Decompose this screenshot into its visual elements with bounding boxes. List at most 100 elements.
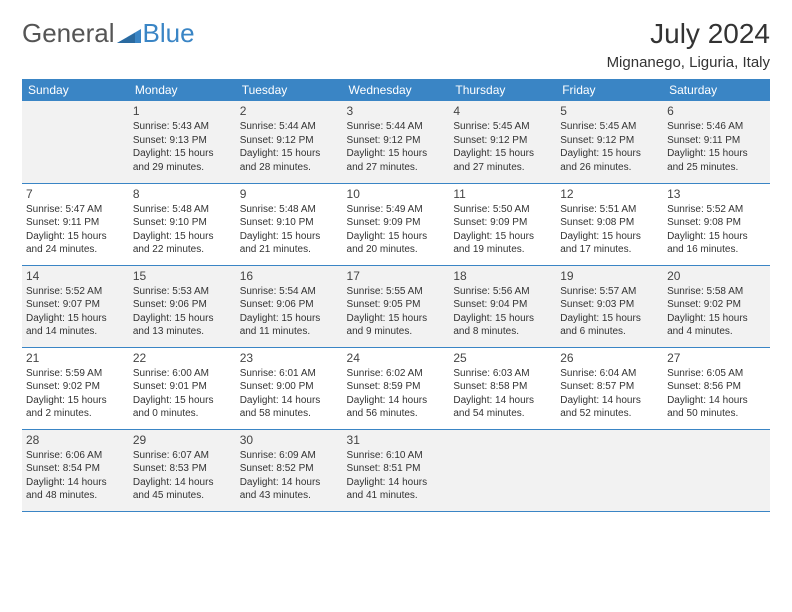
location-text: Mignanego, Liguria, Italy	[607, 54, 770, 71]
calendar-day-cell: 28Sunrise: 6:06 AMSunset: 8:54 PMDayligh…	[22, 429, 129, 511]
calendar-day-cell: 11Sunrise: 5:50 AMSunset: 9:09 PMDayligh…	[449, 183, 556, 265]
daylight-text: Daylight: 15 hours and 13 minutes.	[133, 312, 232, 339]
day-number: 28	[26, 432, 125, 448]
day-number: 12	[560, 186, 659, 202]
day-number: 14	[26, 268, 125, 284]
day-number: 24	[347, 350, 446, 366]
sunrise-text: Sunrise: 5:53 AM	[133, 285, 232, 299]
day-header: Tuesday	[236, 79, 343, 101]
daylight-text: Daylight: 14 hours and 43 minutes.	[240, 476, 339, 503]
day-number: 25	[453, 350, 552, 366]
calendar-day-cell: 13Sunrise: 5:52 AMSunset: 9:08 PMDayligh…	[663, 183, 770, 265]
sunset-text: Sunset: 8:56 PM	[667, 380, 766, 394]
daylight-text: Daylight: 15 hours and 20 minutes.	[347, 230, 446, 257]
sunset-text: Sunset: 9:02 PM	[26, 380, 125, 394]
day-header: Monday	[129, 79, 236, 101]
day-number: 6	[667, 103, 766, 119]
sunrise-text: Sunrise: 5:51 AM	[560, 203, 659, 217]
calendar-empty-cell	[663, 429, 770, 511]
daylight-text: Daylight: 15 hours and 11 minutes.	[240, 312, 339, 339]
sunrise-text: Sunrise: 6:00 AM	[133, 367, 232, 381]
calendar-day-cell: 8Sunrise: 5:48 AMSunset: 9:10 PMDaylight…	[129, 183, 236, 265]
day-header: Saturday	[663, 79, 770, 101]
daylight-text: Daylight: 15 hours and 21 minutes.	[240, 230, 339, 257]
sunset-text: Sunset: 9:06 PM	[240, 298, 339, 312]
daylight-text: Daylight: 14 hours and 45 minutes.	[133, 476, 232, 503]
daylight-text: Daylight: 14 hours and 54 minutes.	[453, 394, 552, 421]
day-number: 30	[240, 432, 339, 448]
day-number: 7	[26, 186, 125, 202]
calendar-day-cell: 19Sunrise: 5:57 AMSunset: 9:03 PMDayligh…	[556, 265, 663, 347]
day-number: 29	[133, 432, 232, 448]
sunrise-text: Sunrise: 6:07 AM	[133, 449, 232, 463]
sunrise-text: Sunrise: 5:52 AM	[667, 203, 766, 217]
sunset-text: Sunset: 9:12 PM	[453, 134, 552, 148]
calendar-day-cell: 10Sunrise: 5:49 AMSunset: 9:09 PMDayligh…	[343, 183, 450, 265]
calendar-day-cell: 21Sunrise: 5:59 AMSunset: 9:02 PMDayligh…	[22, 347, 129, 429]
day-number: 8	[133, 186, 232, 202]
sunrise-text: Sunrise: 5:45 AM	[560, 120, 659, 134]
sunset-text: Sunset: 9:12 PM	[240, 134, 339, 148]
calendar-empty-cell	[22, 101, 129, 183]
sunset-text: Sunset: 9:12 PM	[347, 134, 446, 148]
daylight-text: Daylight: 15 hours and 19 minutes.	[453, 230, 552, 257]
sunset-text: Sunset: 9:10 PM	[240, 216, 339, 230]
sunrise-text: Sunrise: 5:46 AM	[667, 120, 766, 134]
sunrise-text: Sunrise: 5:43 AM	[133, 120, 232, 134]
day-number: 4	[453, 103, 552, 119]
day-number: 17	[347, 268, 446, 284]
sunset-text: Sunset: 9:11 PM	[667, 134, 766, 148]
day-number: 21	[26, 350, 125, 366]
calendar-week-row: 14Sunrise: 5:52 AMSunset: 9:07 PMDayligh…	[22, 265, 770, 347]
sunset-text: Sunset: 8:51 PM	[347, 462, 446, 476]
day-number: 3	[347, 103, 446, 119]
daylight-text: Daylight: 15 hours and 27 minutes.	[453, 147, 552, 174]
day-header: Friday	[556, 79, 663, 101]
sunrise-text: Sunrise: 5:52 AM	[26, 285, 125, 299]
calendar-table: SundayMondayTuesdayWednesdayThursdayFrid…	[22, 79, 770, 512]
sunset-text: Sunset: 9:03 PM	[560, 298, 659, 312]
calendar-week-row: 1Sunrise: 5:43 AMSunset: 9:13 PMDaylight…	[22, 101, 770, 183]
daylight-text: Daylight: 15 hours and 4 minutes.	[667, 312, 766, 339]
calendar-day-cell: 9Sunrise: 5:48 AMSunset: 9:10 PMDaylight…	[236, 183, 343, 265]
sunrise-text: Sunrise: 5:55 AM	[347, 285, 446, 299]
day-number: 16	[240, 268, 339, 284]
daylight-text: Daylight: 15 hours and 0 minutes.	[133, 394, 232, 421]
sunset-text: Sunset: 9:11 PM	[26, 216, 125, 230]
daylight-text: Daylight: 15 hours and 24 minutes.	[26, 230, 125, 257]
day-number: 13	[667, 186, 766, 202]
calendar-day-cell: 5Sunrise: 5:45 AMSunset: 9:12 PMDaylight…	[556, 101, 663, 183]
sunrise-text: Sunrise: 6:03 AM	[453, 367, 552, 381]
day-number: 22	[133, 350, 232, 366]
month-title: July 2024	[607, 18, 770, 50]
sunset-text: Sunset: 9:09 PM	[453, 216, 552, 230]
daylight-text: Daylight: 14 hours and 41 minutes.	[347, 476, 446, 503]
sunrise-text: Sunrise: 5:48 AM	[133, 203, 232, 217]
sunset-text: Sunset: 9:04 PM	[453, 298, 552, 312]
calendar-day-cell: 2Sunrise: 5:44 AMSunset: 9:12 PMDaylight…	[236, 101, 343, 183]
day-number: 2	[240, 103, 339, 119]
logo: General Blue	[22, 18, 195, 49]
daylight-text: Daylight: 15 hours and 8 minutes.	[453, 312, 552, 339]
page-header: General Blue July 2024 Mignanego, Liguri…	[22, 18, 770, 71]
day-number: 18	[453, 268, 552, 284]
sunrise-text: Sunrise: 5:44 AM	[347, 120, 446, 134]
sunrise-text: Sunrise: 5:58 AM	[667, 285, 766, 299]
calendar-day-cell: 6Sunrise: 5:46 AMSunset: 9:11 PMDaylight…	[663, 101, 770, 183]
calendar-week-row: 7Sunrise: 5:47 AMSunset: 9:11 PMDaylight…	[22, 183, 770, 265]
title-area: July 2024 Mignanego, Liguria, Italy	[607, 18, 770, 71]
day-header: Wednesday	[343, 79, 450, 101]
sunset-text: Sunset: 9:00 PM	[240, 380, 339, 394]
day-number: 19	[560, 268, 659, 284]
daylight-text: Daylight: 15 hours and 22 minutes.	[133, 230, 232, 257]
calendar-week-row: 21Sunrise: 5:59 AMSunset: 9:02 PMDayligh…	[22, 347, 770, 429]
daylight-text: Daylight: 15 hours and 9 minutes.	[347, 312, 446, 339]
logo-text-general: General	[22, 18, 115, 49]
sunrise-text: Sunrise: 6:10 AM	[347, 449, 446, 463]
sunrise-text: Sunrise: 5:57 AM	[560, 285, 659, 299]
sunrise-text: Sunrise: 6:06 AM	[26, 449, 125, 463]
daylight-text: Daylight: 15 hours and 16 minutes.	[667, 230, 766, 257]
daylight-text: Daylight: 15 hours and 6 minutes.	[560, 312, 659, 339]
day-number: 15	[133, 268, 232, 284]
calendar-day-cell: 14Sunrise: 5:52 AMSunset: 9:07 PMDayligh…	[22, 265, 129, 347]
